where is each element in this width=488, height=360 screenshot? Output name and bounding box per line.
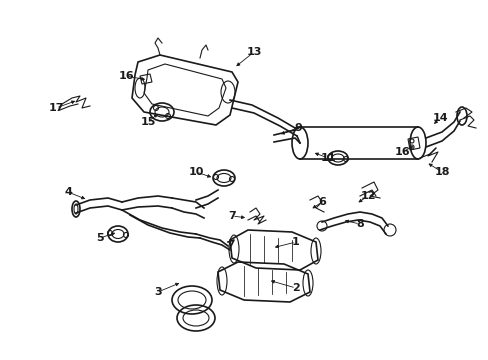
Text: 16: 16 [393, 147, 409, 157]
Text: 15: 15 [140, 117, 155, 127]
Text: 18: 18 [433, 167, 449, 177]
Text: 6: 6 [317, 197, 325, 207]
Text: 7: 7 [228, 211, 235, 221]
Text: 14: 14 [431, 113, 447, 123]
Text: 13: 13 [246, 47, 261, 57]
Text: 2: 2 [291, 283, 299, 293]
Text: 5: 5 [96, 233, 103, 243]
Text: 11: 11 [320, 153, 335, 163]
Text: 4: 4 [64, 187, 72, 197]
Text: 1: 1 [291, 237, 299, 247]
Text: 8: 8 [355, 219, 363, 229]
Text: 16: 16 [118, 71, 134, 81]
Text: 10: 10 [188, 167, 203, 177]
Text: 17: 17 [48, 103, 63, 113]
Text: 12: 12 [360, 191, 375, 201]
Text: 3: 3 [154, 287, 162, 297]
Text: 9: 9 [293, 123, 301, 133]
